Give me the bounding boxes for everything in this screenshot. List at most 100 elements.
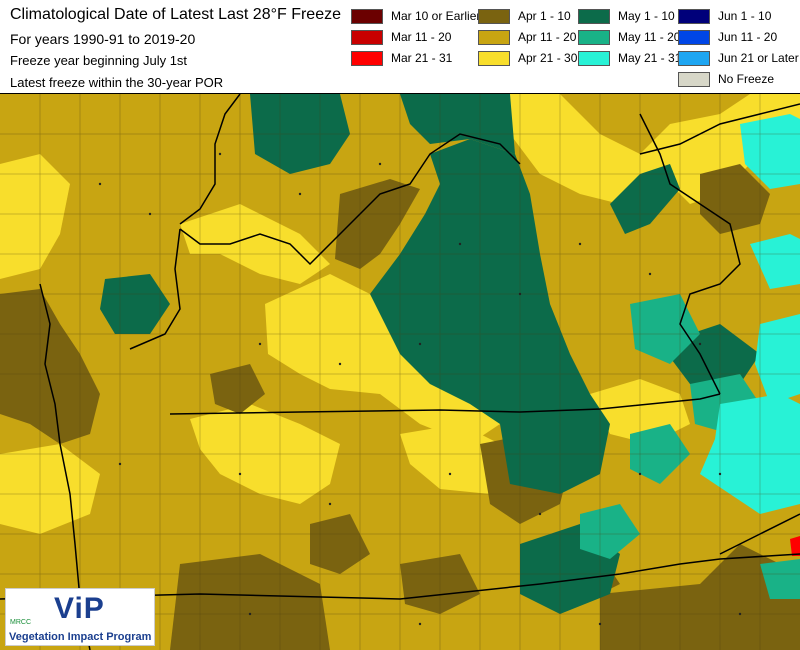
- legend-item-jun-21-or-later: Jun 21 or Later: [678, 50, 799, 66]
- zone-may-11-20: [760, 559, 800, 599]
- station-dot: [258, 342, 262, 346]
- map-title: Climatological Date of Latest Last 28°F …: [10, 6, 341, 23]
- zone-may-11-20: [580, 504, 640, 559]
- indiana-kentucky-ohio-river: [179, 94, 241, 225]
- zone-may-1-10: [370, 139, 610, 494]
- station-dot: [648, 272, 652, 276]
- legend-swatch: [578, 29, 610, 45]
- legend-label: May 11 - 20: [618, 30, 681, 44]
- station-dot: [448, 472, 452, 476]
- logo-vip-wordmark: ViP: [54, 592, 105, 625]
- legend-label: Jun 21 or Later: [718, 51, 799, 65]
- station-dot: [118, 462, 122, 466]
- zone-apr-1-10: [335, 179, 420, 269]
- legend-label: Mar 10 or Earlier: [391, 9, 481, 23]
- legend-item-apr-1-10: Apr 1 - 10: [478, 8, 571, 24]
- west-virginia-boundary: [639, 103, 800, 155]
- legend-label: Mar 21 - 31: [391, 51, 453, 65]
- station-dot: [218, 152, 222, 156]
- station-dot: [418, 342, 422, 346]
- legend-swatch: [478, 29, 510, 45]
- station-dot: [698, 342, 702, 346]
- legend-swatch: [678, 71, 710, 87]
- vip-logo: MRCC ViP Vegetation Impact Program: [5, 588, 155, 646]
- mississippi-river-boundary: [39, 283, 91, 650]
- station-dot: [578, 242, 582, 246]
- station-dot: [338, 362, 342, 366]
- legend-swatch: [578, 8, 610, 24]
- zone-apr-21-30: [0, 444, 100, 534]
- legend-item-jun-1-10: Jun 1 - 10: [678, 8, 771, 24]
- station-dot: [738, 612, 742, 616]
- legend-item-mar-21-31: Mar 21 - 31: [351, 50, 452, 66]
- legend-item-mar-10-or-earlier: Mar 10 or Earlier: [351, 8, 480, 24]
- legend-item-apr-11-20: Apr 11 - 20: [478, 29, 576, 45]
- zone-apr-1-10: [0, 289, 100, 444]
- county-lines: [0, 94, 800, 650]
- map-header: Climatological Date of Latest Last 28°F …: [0, 0, 800, 94]
- station-dot: [418, 622, 422, 626]
- tennessee-north-carolina-boundary: [719, 513, 800, 555]
- zone-may-11-20: [630, 294, 700, 364]
- zone-may-21-31: [755, 314, 800, 404]
- legend-swatch: [678, 8, 710, 24]
- ohio-river-boundary: [179, 133, 521, 266]
- station-dot: [98, 182, 102, 186]
- zone-may-1-10: [100, 274, 170, 334]
- station-dot: [638, 472, 642, 476]
- legend-label: May 21 - 31: [618, 51, 682, 65]
- legend-item-no-freeze: No Freeze: [678, 71, 774, 87]
- legend-swatch: [351, 8, 383, 24]
- legend-item-apr-21-30: Apr 21 - 30: [478, 50, 577, 66]
- legend-swatch: [578, 50, 610, 66]
- station-dot: [298, 192, 302, 196]
- zone-apr-1-10: [210, 364, 265, 414]
- map-freeze-year: Freeze year beginning July 1st: [10, 53, 188, 68]
- legend-swatch: [678, 29, 710, 45]
- legend-item-jun-11-20: Jun 11 - 20: [678, 29, 777, 45]
- kentucky-tennessee-boundary: [169, 393, 721, 415]
- legend-swatch: [351, 50, 383, 66]
- illinois-kentucky-boundary: [129, 228, 181, 350]
- legend-swatch: [478, 50, 510, 66]
- station-dots: [98, 152, 742, 626]
- zone-may-1-10: [610, 164, 680, 234]
- legend-label: Jun 1 - 10: [718, 9, 772, 23]
- tennessee-southern-boundary: [0, 553, 800, 600]
- station-dot: [238, 472, 242, 476]
- legend-item-may-1-10: May 1 - 10: [578, 8, 675, 24]
- legend-label: No Freeze: [718, 72, 775, 86]
- state-boundaries: [0, 94, 800, 650]
- station-dot: [718, 472, 722, 476]
- station-dot: [248, 612, 252, 616]
- zone-apr-21-30: [265, 274, 500, 444]
- station-dot: [378, 162, 382, 166]
- legend-label: Jun 11 - 20: [718, 30, 778, 44]
- station-dot: [458, 242, 462, 246]
- legend-item-may-11-20: May 11 - 20: [578, 29, 680, 45]
- legend-label: Apr 11 - 20: [518, 30, 577, 44]
- station-dot: [518, 292, 522, 296]
- legend-swatch: [478, 8, 510, 24]
- county-line: [39, 94, 761, 650]
- zone-mar-21-31: [790, 536, 800, 556]
- legend-swatch: [351, 29, 383, 45]
- map-note: Latest freeze within the 30-year POR: [10, 75, 224, 90]
- zone-apr-1-10: [600, 544, 800, 650]
- legend-item-may-21-31: May 21 - 31: [578, 50, 681, 66]
- legend-label: May 1 - 10: [618, 9, 675, 23]
- zone-apr-1-10: [170, 554, 330, 650]
- map-years: For years 1990-91 to 2019-20: [10, 31, 196, 47]
- legend-swatch: [678, 50, 710, 66]
- station-dot: [148, 212, 152, 216]
- legend-item-mar-11-20: Mar 11 - 20: [351, 29, 451, 45]
- zone-apr-21-30: [0, 154, 70, 279]
- zone-may-21-31: [750, 234, 800, 289]
- zone-may-21-31: [740, 114, 800, 189]
- freeze-date-map: [0, 94, 800, 650]
- zone-apr-1-10: [310, 514, 370, 574]
- station-dot: [328, 502, 332, 506]
- legend-label: Mar 11 - 20: [391, 30, 452, 44]
- logo-mrcc-text: MRCC: [10, 619, 31, 626]
